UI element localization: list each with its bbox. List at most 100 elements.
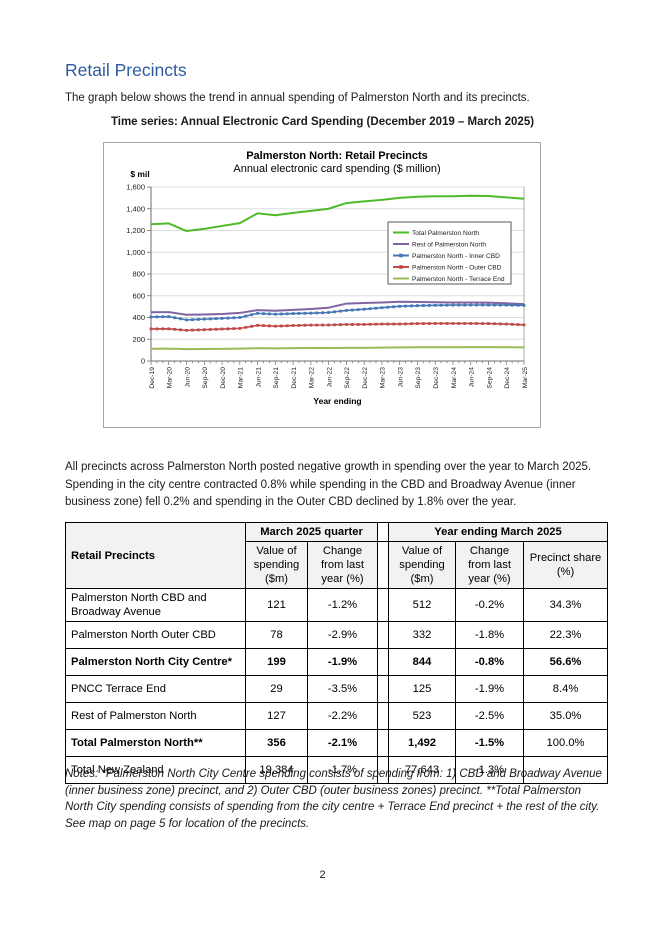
- spacer-cell: [377, 729, 390, 757]
- series-marker: [273, 312, 277, 316]
- value-cell: -2.5%: [455, 702, 525, 730]
- legend-marker-sample: [399, 253, 403, 258]
- series-line-3: [150, 322, 525, 332]
- series-marker: [457, 322, 461, 325]
- series-marker: [475, 322, 479, 325]
- series-marker: [404, 322, 407, 326]
- series-marker: [196, 317, 200, 321]
- series-marker: [368, 322, 372, 326]
- value-cell: 56.6%: [523, 648, 609, 676]
- x-tick-label: Sep-23: [415, 367, 422, 389]
- y-tick-label: 1,400: [126, 204, 145, 213]
- x-tick-label: Mar-25: [522, 367, 529, 388]
- series-marker: [149, 327, 153, 331]
- series-marker: [232, 316, 236, 320]
- value-cell: 100.0%: [523, 729, 609, 757]
- series-marker: [196, 328, 200, 332]
- series-marker: [492, 303, 496, 307]
- x-tick-label: Jun-24: [469, 367, 476, 388]
- series-marker: [410, 304, 413, 308]
- series-marker: [214, 327, 218, 331]
- series-marker: [291, 324, 295, 327]
- series-marker: [333, 310, 336, 314]
- table-row: Rest of Palmerston North 127 -2.2% 523 -2.5%…: [65, 702, 609, 730]
- value-cell: 199: [245, 648, 308, 676]
- series-marker: [262, 324, 265, 328]
- figure-caption: Time series: Annual Electronic Card Spen…: [110, 116, 535, 128]
- value-cell: 523: [388, 702, 457, 730]
- value-cell: 29: [245, 675, 308, 703]
- series-marker: [421, 322, 425, 325]
- x-tick-label: Mar-24: [451, 367, 458, 388]
- x-tick-label: Jun-22: [326, 367, 333, 388]
- value-cell: 127: [245, 702, 308, 730]
- series-marker: [191, 318, 194, 322]
- series-marker: [416, 322, 419, 325]
- series-marker: [498, 322, 502, 326]
- spacer-cell: [377, 621, 390, 649]
- series-marker: [522, 323, 526, 327]
- analysis-paragraph: All precincts across Palmerston North po…: [65, 461, 592, 508]
- value-cell: 77,643: [388, 756, 457, 784]
- series-marker: [244, 325, 248, 329]
- x-tick-label: Jun-21: [255, 367, 262, 388]
- series-marker: [256, 311, 259, 315]
- y-tick-label: 600: [132, 291, 145, 300]
- series-marker: [392, 305, 396, 309]
- series-marker: [202, 317, 206, 321]
- series-marker: [362, 307, 366, 311]
- column-header-retail-precincts: Retail Precincts: [65, 522, 246, 589]
- series-marker: [433, 322, 437, 325]
- value-cell: 1,492: [388, 729, 457, 757]
- x-tick-label: Dec-23: [433, 367, 440, 389]
- series-marker: [380, 306, 384, 310]
- legend-entry-label: Total Palmerston North: [412, 230, 479, 237]
- value-cell: 19,384: [245, 756, 308, 784]
- series-marker: [167, 315, 171, 319]
- series-marker: [226, 316, 230, 320]
- series-marker: [398, 322, 402, 326]
- series-line-0: [150, 194, 525, 233]
- series-line-1: [150, 300, 525, 316]
- series-marker: [291, 312, 295, 315]
- value-cell: -0.2%: [455, 588, 525, 622]
- series-marker: [185, 318, 188, 322]
- x-tick-label: Sep-20: [202, 367, 209, 389]
- column-header-quarter-change: Change from last year (%): [306, 541, 379, 589]
- precinct-name-cell: PNCC Terrace End: [65, 675, 246, 703]
- legend-entry-label: Palmerston North - Terrace End: [412, 276, 505, 283]
- series-marker: [185, 328, 188, 332]
- x-tick-label: Dec-24: [504, 367, 511, 389]
- series-marker: [333, 323, 336, 327]
- series-marker: [344, 323, 348, 326]
- series-marker: [475, 303, 479, 307]
- table-row: Palmerston North City Centre* 199 -1.9% 844…: [65, 648, 609, 676]
- series-marker: [155, 327, 159, 331]
- column-header-quarter-value: Value of spending ($m): [245, 541, 308, 589]
- x-tick-label: Mar-21: [238, 367, 245, 388]
- spacer-cell: [377, 522, 390, 542]
- series-marker: [469, 322, 473, 325]
- series-marker: [149, 315, 153, 319]
- series-marker: [427, 304, 431, 307]
- series-marker: [439, 303, 443, 307]
- series-marker: [463, 322, 467, 325]
- series-marker: [350, 308, 354, 312]
- x-tick-label: Dec-21: [291, 367, 298, 389]
- series-marker: [179, 328, 183, 332]
- x-tick-label: Jun-20: [184, 367, 191, 388]
- series-marker: [463, 303, 467, 307]
- series-marker: [386, 322, 390, 326]
- series-marker: [315, 323, 319, 327]
- series-marker: [155, 315, 159, 319]
- series-marker: [315, 311, 319, 315]
- series-marker: [250, 313, 254, 317]
- series-marker: [368, 307, 372, 311]
- series-marker: [398, 304, 402, 308]
- series-marker: [356, 308, 360, 312]
- y-axis-label: $ mil: [130, 169, 149, 179]
- group-header-year: Year ending March 2025: [388, 522, 609, 542]
- series-marker: [404, 304, 407, 308]
- series-marker: [374, 306, 378, 310]
- precinct-name-cell: Total Palmerston North**: [65, 729, 246, 757]
